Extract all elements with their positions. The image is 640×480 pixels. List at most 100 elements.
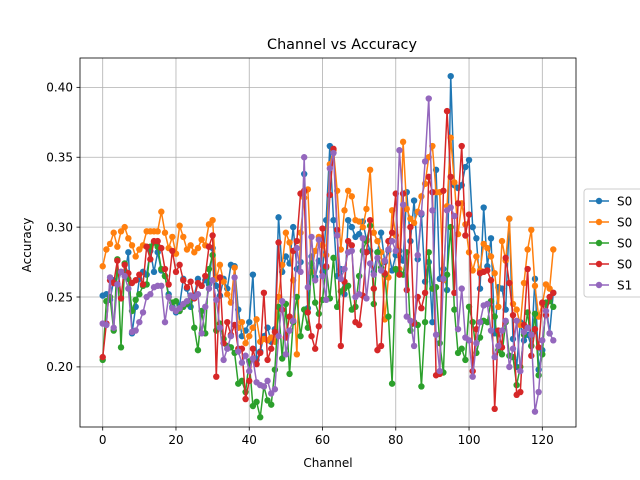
data-point [491, 270, 498, 277]
data-point [432, 331, 440, 338]
data-point [344, 216, 352, 224]
data-point [297, 332, 304, 340]
data-point [183, 246, 191, 253]
data-point [143, 243, 150, 250]
data-point [495, 342, 502, 350]
data-point [381, 257, 388, 264]
data-point [451, 289, 458, 297]
data-point [194, 244, 202, 252]
data-point [161, 229, 169, 236]
data-point [216, 274, 224, 281]
data-point [330, 254, 337, 262]
data-point [304, 284, 312, 291]
data-point [150, 268, 158, 276]
data-point [253, 398, 260, 406]
data-point [202, 272, 209, 280]
data-point [158, 282, 165, 290]
data-point [187, 242, 194, 249]
data-point [473, 235, 480, 242]
data-point [224, 345, 231, 352]
data-point [491, 353, 498, 361]
data-point [385, 246, 392, 253]
data-point [176, 304, 183, 312]
data-point [125, 285, 132, 292]
data-point [191, 324, 198, 331]
data-point [264, 377, 271, 385]
data-point [136, 271, 143, 278]
data-point [377, 229, 385, 236]
data-point [458, 142, 465, 150]
data-point [546, 285, 553, 292]
data-point [517, 388, 524, 396]
data-point [491, 405, 498, 413]
data-point [454, 230, 462, 238]
data-point [136, 246, 143, 253]
data-point [213, 296, 220, 304]
data-point [238, 318, 246, 326]
data-point [191, 249, 198, 256]
data-point [407, 223, 414, 231]
data-point [154, 237, 161, 245]
data-point [139, 309, 147, 316]
data-point [106, 240, 114, 248]
data-point [407, 317, 414, 324]
data-point [542, 281, 550, 288]
x-tick-label: 40 [242, 433, 257, 447]
data-point [279, 261, 286, 269]
data-point [355, 272, 363, 280]
data-point [311, 299, 319, 306]
data-point [550, 303, 557, 310]
data-point [139, 281, 147, 288]
legend-label: S1 [617, 279, 632, 293]
data-point [117, 228, 125, 235]
data-point [275, 239, 282, 246]
data-point [205, 285, 213, 292]
data-point [370, 285, 377, 292]
data-point [311, 345, 319, 352]
data-point [238, 359, 246, 366]
data-point [158, 244, 165, 252]
data-point [344, 237, 352, 245]
data-point [498, 237, 506, 245]
data-point [348, 242, 356, 249]
data-point [147, 256, 154, 263]
data-point [253, 360, 260, 368]
data-point [520, 328, 528, 336]
data-point [465, 337, 473, 344]
y-axis-label: Accuracy [20, 218, 34, 273]
data-point [246, 318, 253, 326]
data-point [476, 285, 484, 292]
data-point [187, 278, 194, 285]
data-point [198, 282, 205, 290]
data-point [330, 216, 337, 224]
data-point [473, 253, 480, 260]
data-point [363, 205, 370, 213]
data-point [509, 345, 517, 352]
data-point [110, 324, 117, 331]
data-point [282, 351, 290, 358]
data-point [286, 370, 293, 378]
data-point [447, 72, 454, 80]
data-point [374, 237, 381, 245]
data-point [249, 271, 257, 278]
data-point [399, 201, 407, 208]
data-point [337, 342, 345, 350]
data-point [487, 327, 495, 334]
data-point [429, 207, 436, 214]
data-point [546, 293, 553, 301]
legend-label: S0 [617, 237, 632, 251]
legend: S0 S0 S0 S0 S1 [583, 188, 640, 298]
data-point [180, 233, 187, 241]
data-point [462, 356, 469, 364]
data-point [315, 323, 323, 330]
data-point [377, 267, 385, 274]
data-point [370, 229, 377, 236]
data-point [429, 318, 436, 326]
data-point [546, 330, 553, 337]
legend-swatch-marker [595, 218, 603, 226]
data-point [224, 291, 231, 298]
data-point [132, 253, 139, 260]
data-point [275, 214, 282, 221]
data-point [286, 327, 293, 334]
data-point [348, 223, 356, 231]
